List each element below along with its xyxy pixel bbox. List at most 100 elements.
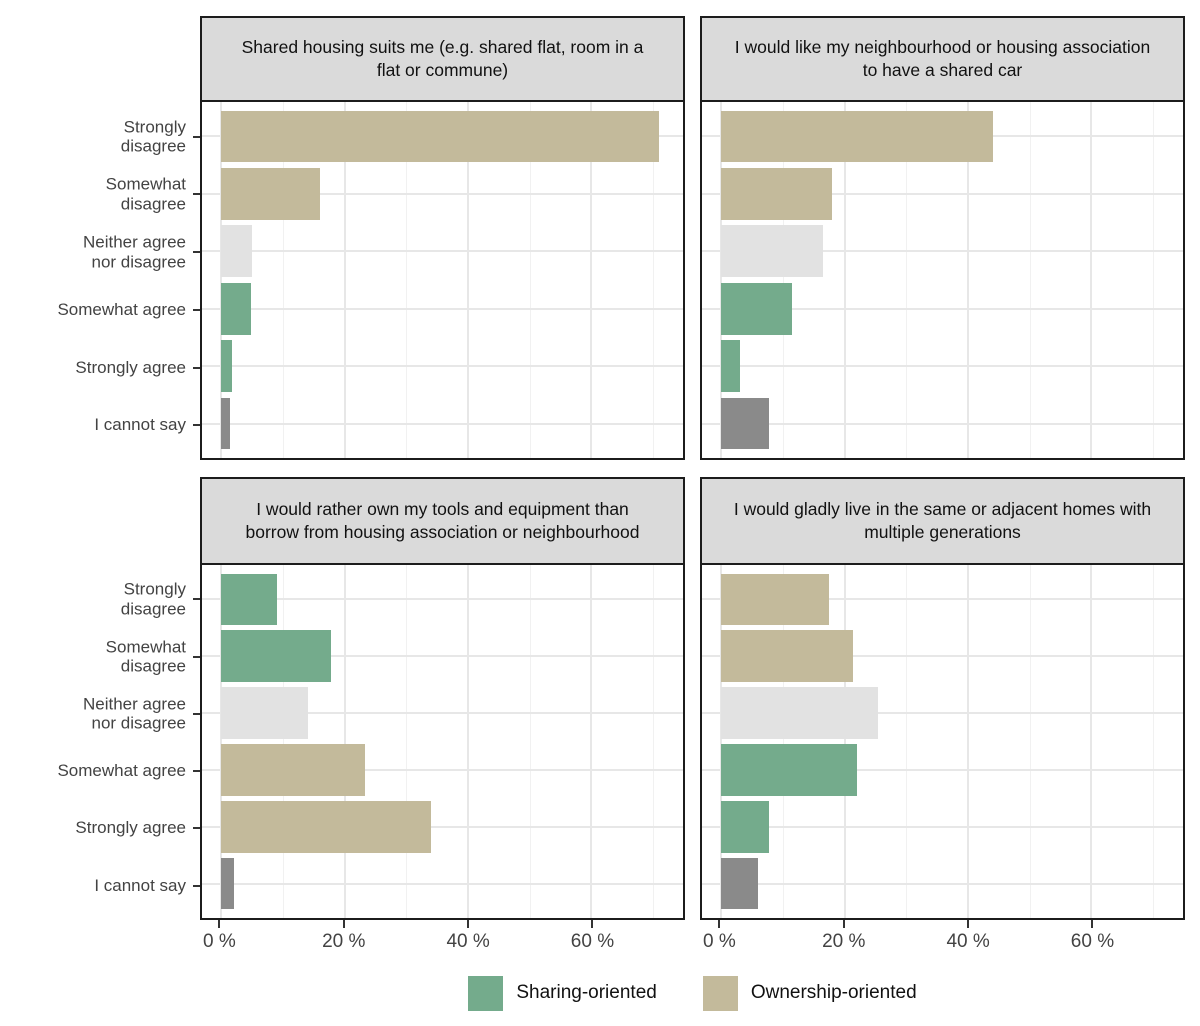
y-tick-mark — [193, 712, 200, 715]
bar-neutral — [721, 225, 823, 278]
x-tick-mark — [467, 920, 470, 928]
y-axis-label: Somewhat disagree — [105, 174, 186, 214]
bar-ownership — [221, 110, 660, 163]
facet-title-shared-housing: Shared housing suits me (e.g. shared fla… — [200, 16, 685, 102]
bar-sharing — [721, 282, 793, 335]
gridline-major — [843, 102, 846, 458]
gridline-horizontal — [202, 422, 683, 425]
y-axis-labels-bottom: Strongly disagree Somewhat disagree Neithe… — [0, 565, 200, 920]
bar-ownership — [721, 630, 853, 682]
gridline-minor — [652, 102, 654, 458]
x-tick-label: 40 % — [446, 931, 490, 952]
bar-sharing — [721, 340, 740, 392]
x-tick-mark — [218, 920, 221, 928]
gridline-horizontal — [202, 768, 683, 771]
y-axis-label: Somewhat agree — [57, 761, 186, 781]
gridline-horizontal — [702, 598, 1183, 601]
gridline-minor — [1152, 102, 1154, 458]
gridline-horizontal — [202, 825, 683, 828]
bar-neutral — [221, 687, 308, 739]
y-axis-label: I cannot say — [94, 415, 186, 435]
bar-neutral — [721, 687, 879, 739]
gridline-minor — [906, 565, 908, 918]
bar-sharing — [721, 744, 857, 796]
gridline-major — [466, 102, 469, 458]
bar-ownership — [721, 110, 993, 163]
y-tick-mark — [193, 251, 200, 254]
y-axis-label: Somewhat agree — [57, 300, 186, 320]
y-tick-mark — [193, 884, 200, 887]
x-axis-left: 0 % 20 % 40 % 60 % — [200, 920, 685, 960]
gridline-major — [343, 565, 346, 918]
facet-panel-shared-housing — [200, 102, 685, 460]
facet-panel-multigenerational — [700, 565, 1185, 920]
gridline-horizontal — [702, 882, 1183, 885]
gridline-major — [343, 102, 346, 458]
facet-title-own-tools: I would rather own my tools and equipmen… — [200, 477, 685, 565]
gridline-minor — [529, 102, 531, 458]
gridline-major — [843, 565, 846, 918]
x-tick-label: 40 % — [946, 931, 990, 952]
gridline-major — [590, 102, 593, 458]
y-tick-mark — [193, 308, 200, 311]
x-tick-label: 60 % — [1070, 931, 1115, 952]
gridline-horizontal — [702, 192, 1183, 195]
gridline-minor — [906, 102, 908, 458]
legend-label-ownership: Ownership-oriented — [750, 982, 917, 1003]
gridline-major — [1090, 565, 1093, 918]
x-tick-mark — [342, 920, 345, 928]
gridline-minor — [1152, 565, 1154, 918]
bar-cannot_say — [721, 397, 770, 450]
y-axis-label: Somewhat disagree — [105, 637, 186, 676]
gridline-minor — [282, 102, 284, 458]
gridline-minor — [1029, 565, 1031, 918]
gridline-major — [220, 565, 223, 918]
gridline-horizontal — [202, 365, 683, 368]
gridline-horizontal — [702, 307, 1183, 310]
gridline-major — [966, 102, 969, 458]
y-tick-mark — [193, 770, 200, 773]
x-axis-right: 0 % 20 % 40 % 60 % — [700, 920, 1185, 960]
bar-cannot_say — [721, 858, 759, 910]
x-tick-mark — [842, 920, 845, 928]
gridline-horizontal — [702, 655, 1183, 658]
y-axis-label: I cannot say — [94, 875, 186, 895]
x-tick-label: 20 % — [822, 931, 866, 952]
gridline-horizontal — [702, 712, 1183, 715]
gridline-minor — [652, 565, 654, 918]
y-axis-label: Strongly disagree — [120, 117, 186, 156]
y-axis-label: Strongly disagree — [120, 579, 186, 619]
bar-sharing — [221, 282, 251, 335]
x-tick-label: 0 % — [203, 931, 236, 952]
bar-sharing — [721, 801, 769, 853]
y-tick-mark — [193, 193, 200, 196]
y-axis-label: Strongly agree — [75, 818, 186, 838]
y-axis-labels-top: Strongly disagree Somewhat disagree Neithe… — [0, 102, 200, 460]
gridline-major — [966, 565, 969, 918]
x-tick-label: 60 % — [570, 931, 615, 952]
gridline-minor — [529, 565, 531, 918]
legend-swatch-sharing-icon — [468, 975, 504, 1011]
legend-label-sharing: Sharing-oriented — [516, 982, 657, 1003]
gridline-major — [590, 565, 593, 918]
y-tick-mark — [193, 366, 200, 369]
facet-grid: Shared housing suits me (e.g. shared fla… — [0, 16, 1200, 1018]
y-axis-label: Neither agree nor disagree — [82, 232, 186, 272]
x-tick-label: 20 % — [322, 931, 366, 952]
gridline-horizontal — [702, 768, 1183, 771]
gridline-horizontal — [702, 422, 1183, 425]
gridline-minor — [1029, 102, 1031, 458]
gridline-minor — [782, 565, 784, 918]
bar-ownership — [221, 168, 320, 220]
gridline-major — [720, 565, 723, 918]
gridline-horizontal — [202, 598, 683, 601]
bar-neutral — [221, 225, 253, 278]
gridline-major — [720, 102, 723, 458]
bar-sharing — [221, 573, 277, 625]
gridline-horizontal — [702, 825, 1183, 828]
legend-item-sharing: Sharing-oriented — [468, 975, 657, 1011]
gridline-horizontal — [202, 712, 683, 715]
facet-panel-own-tools — [200, 565, 685, 920]
y-tick-mark — [193, 598, 200, 601]
